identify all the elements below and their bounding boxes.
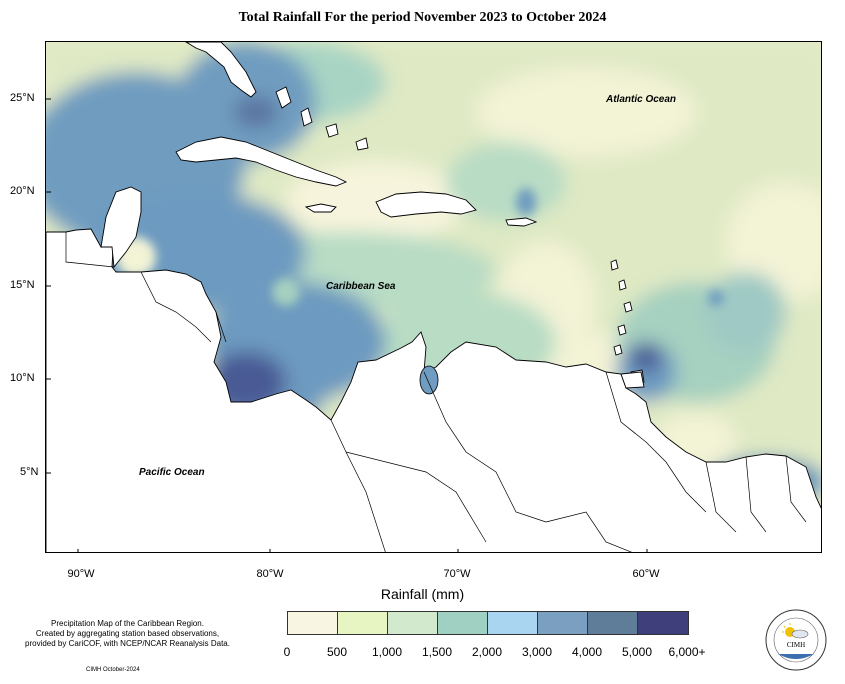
legend-tick-8: 6,000+ [668,645,706,659]
legend-tick-2: 1,000 [371,645,403,659]
legend-color-bar [287,611,689,635]
legend-title: Rainfall (mm) [380,586,465,602]
lon-label-70w: 70°W [443,568,471,580]
lat-label-25n: 25°N [10,92,35,104]
lat-label-20n: 20°N [10,185,35,197]
legend-swatch-1 [338,612,388,634]
rainfall-map-canvas [46,42,821,552]
legend-tick-7: 5,000 [621,645,653,659]
legend-swatch-7 [638,612,688,634]
trinidad [620,371,645,389]
lesser-antilles [610,259,645,385]
legend-tick-0: 0 [283,645,291,659]
legend-tick-6: 4,000 [571,645,603,659]
legend-tick-1: 500 [326,645,348,659]
legend-swatch-5 [538,612,588,634]
lon-label-80w: 80°W [256,568,284,580]
rainfall-map [45,41,822,553]
legend-swatch-4 [488,612,538,634]
label-pacific-ocean: Pacific Ocean [139,467,205,478]
footnote-line-1: Precipitation Map of the Caribbean Regio… [51,619,204,628]
lon-label-90w: 90°W [67,568,95,580]
footnote-line-2: Created by aggregating station based obs… [35,629,220,638]
lon-label-60w: 60°W [632,568,660,580]
florida [185,42,257,98]
puerto-rico [505,217,538,227]
label-atlantic-ocean: Atlantic Ocean [606,94,677,105]
sun-cloud-icon [782,623,809,639]
yucatan [100,186,142,269]
graticule-ticks [46,98,648,552]
logo-text: CIMH [787,641,805,649]
lake-maracaibo [419,365,439,395]
legend-swatch-0 [288,612,338,634]
lat-label-10n: 10°N [10,372,35,384]
label-caribbean-sea: Caribbean Sea [326,281,396,292]
lat-label-15n: 15°N [10,279,35,291]
legend-tick-4: 2,000 [471,645,503,659]
legend-tick-5: 3,000 [521,645,553,659]
map-title: Total Rainfall For the period November 2… [238,10,607,25]
footnote-line-3: provided by CariCOF, with NCEP/NCAR Rean… [25,639,230,648]
legend-swatch-6 [588,612,638,634]
lat-label-5n: 5°N [20,466,39,478]
legend-tick-3: 1,500 [421,645,453,659]
country-borders [65,232,807,552]
bahamas [275,86,369,151]
jamaica [304,203,337,213]
legend-swatch-2 [388,612,438,634]
cuba [175,136,348,187]
legend-swatch-3 [438,612,488,634]
credit-line: CIMH October-2024 [86,667,140,673]
cimh-logo: CIMH [764,608,828,672]
hispaniola [375,191,477,218]
